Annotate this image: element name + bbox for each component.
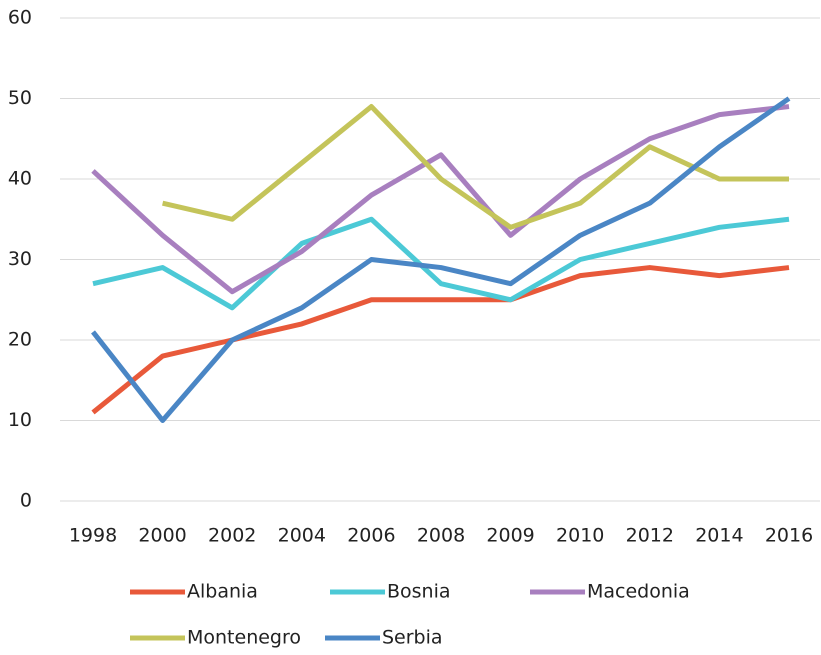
series-line <box>91 265 790 415</box>
x-tick-label: 2002 <box>208 525 256 547</box>
x-tick-label: 2012 <box>626 525 674 547</box>
x-tick-label: 2016 <box>765 525 813 547</box>
x-tick-label: 2010 <box>556 525 604 547</box>
legend-label: Montenegro <box>187 627 301 649</box>
y-tick-label: 50 <box>8 87 32 109</box>
y-tick-label: 60 <box>8 7 32 29</box>
y-tick-label: 10 <box>8 409 32 431</box>
x-tick-label: 2000 <box>138 525 186 547</box>
x-tick-label: 2006 <box>347 525 395 547</box>
legend-label: Albania <box>187 581 258 603</box>
legend-label: Bosnia <box>387 581 451 603</box>
y-tick-label: 0 <box>20 490 32 512</box>
x-tick-label: 2004 <box>278 525 326 547</box>
x-tick-label: 2014 <box>695 525 743 547</box>
x-tick-label: 2009 <box>486 525 534 547</box>
series-line <box>91 96 791 423</box>
y-tick-label: 40 <box>8 168 32 190</box>
series-line <box>91 104 790 295</box>
x-tick-label: 1998 <box>69 525 117 547</box>
y-tick-label: 30 <box>8 248 32 270</box>
x-tick-label: 2008 <box>417 525 465 547</box>
legend-label: Serbia <box>382 627 443 649</box>
legend-label: Macedonia <box>587 581 690 603</box>
series-line <box>92 216 790 311</box>
y-tick-label: 20 <box>8 329 32 351</box>
series-line <box>162 104 789 230</box>
